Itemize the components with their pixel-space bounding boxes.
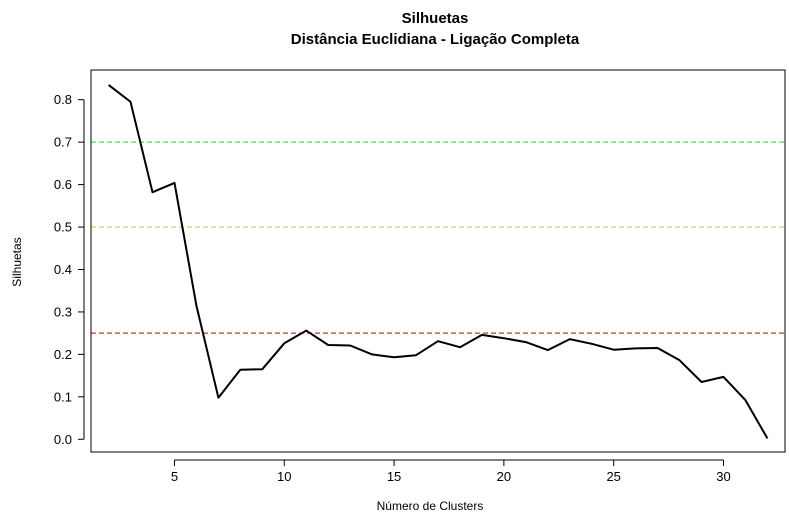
x-tick-label: 30 xyxy=(716,469,730,484)
chart-subtitle: Distância Euclidiana - Ligação Completa xyxy=(291,31,580,48)
y-tick-label: 0.1 xyxy=(54,389,72,404)
y-axis-label: Silhuetas xyxy=(10,237,24,286)
x-tick-label: 20 xyxy=(497,469,511,484)
x-axis: 5 10 15 20 25 30 xyxy=(171,459,731,484)
x-tick-label: 10 xyxy=(277,469,291,484)
y-tick-label: 0.4 xyxy=(54,262,72,277)
x-tick-label: 5 xyxy=(171,469,178,484)
x-tick-label: 25 xyxy=(606,469,620,484)
y-tick-label: 0.8 xyxy=(54,92,72,107)
y-tick-label: 0.0 xyxy=(54,432,72,447)
y-tick-label: 0.2 xyxy=(54,347,72,362)
y-tick-label: 0.7 xyxy=(54,135,72,150)
chart-title: Silhuetas xyxy=(402,10,469,27)
plot-frame xyxy=(90,69,786,453)
reference-lines xyxy=(91,141,785,334)
x-axis-label: Número de Clusters xyxy=(377,499,484,513)
y-axis: 0.0 0.1 0.2 0.3 0.4 0.5 0.6 0.7 0.8 xyxy=(54,92,85,447)
y-tick-label: 0.6 xyxy=(54,177,72,192)
y-tick-label: 0.5 xyxy=(54,220,72,235)
x-tick-label: 15 xyxy=(387,469,401,484)
y-tick-label: 0.3 xyxy=(54,304,72,319)
silhouette-line xyxy=(107,84,769,439)
